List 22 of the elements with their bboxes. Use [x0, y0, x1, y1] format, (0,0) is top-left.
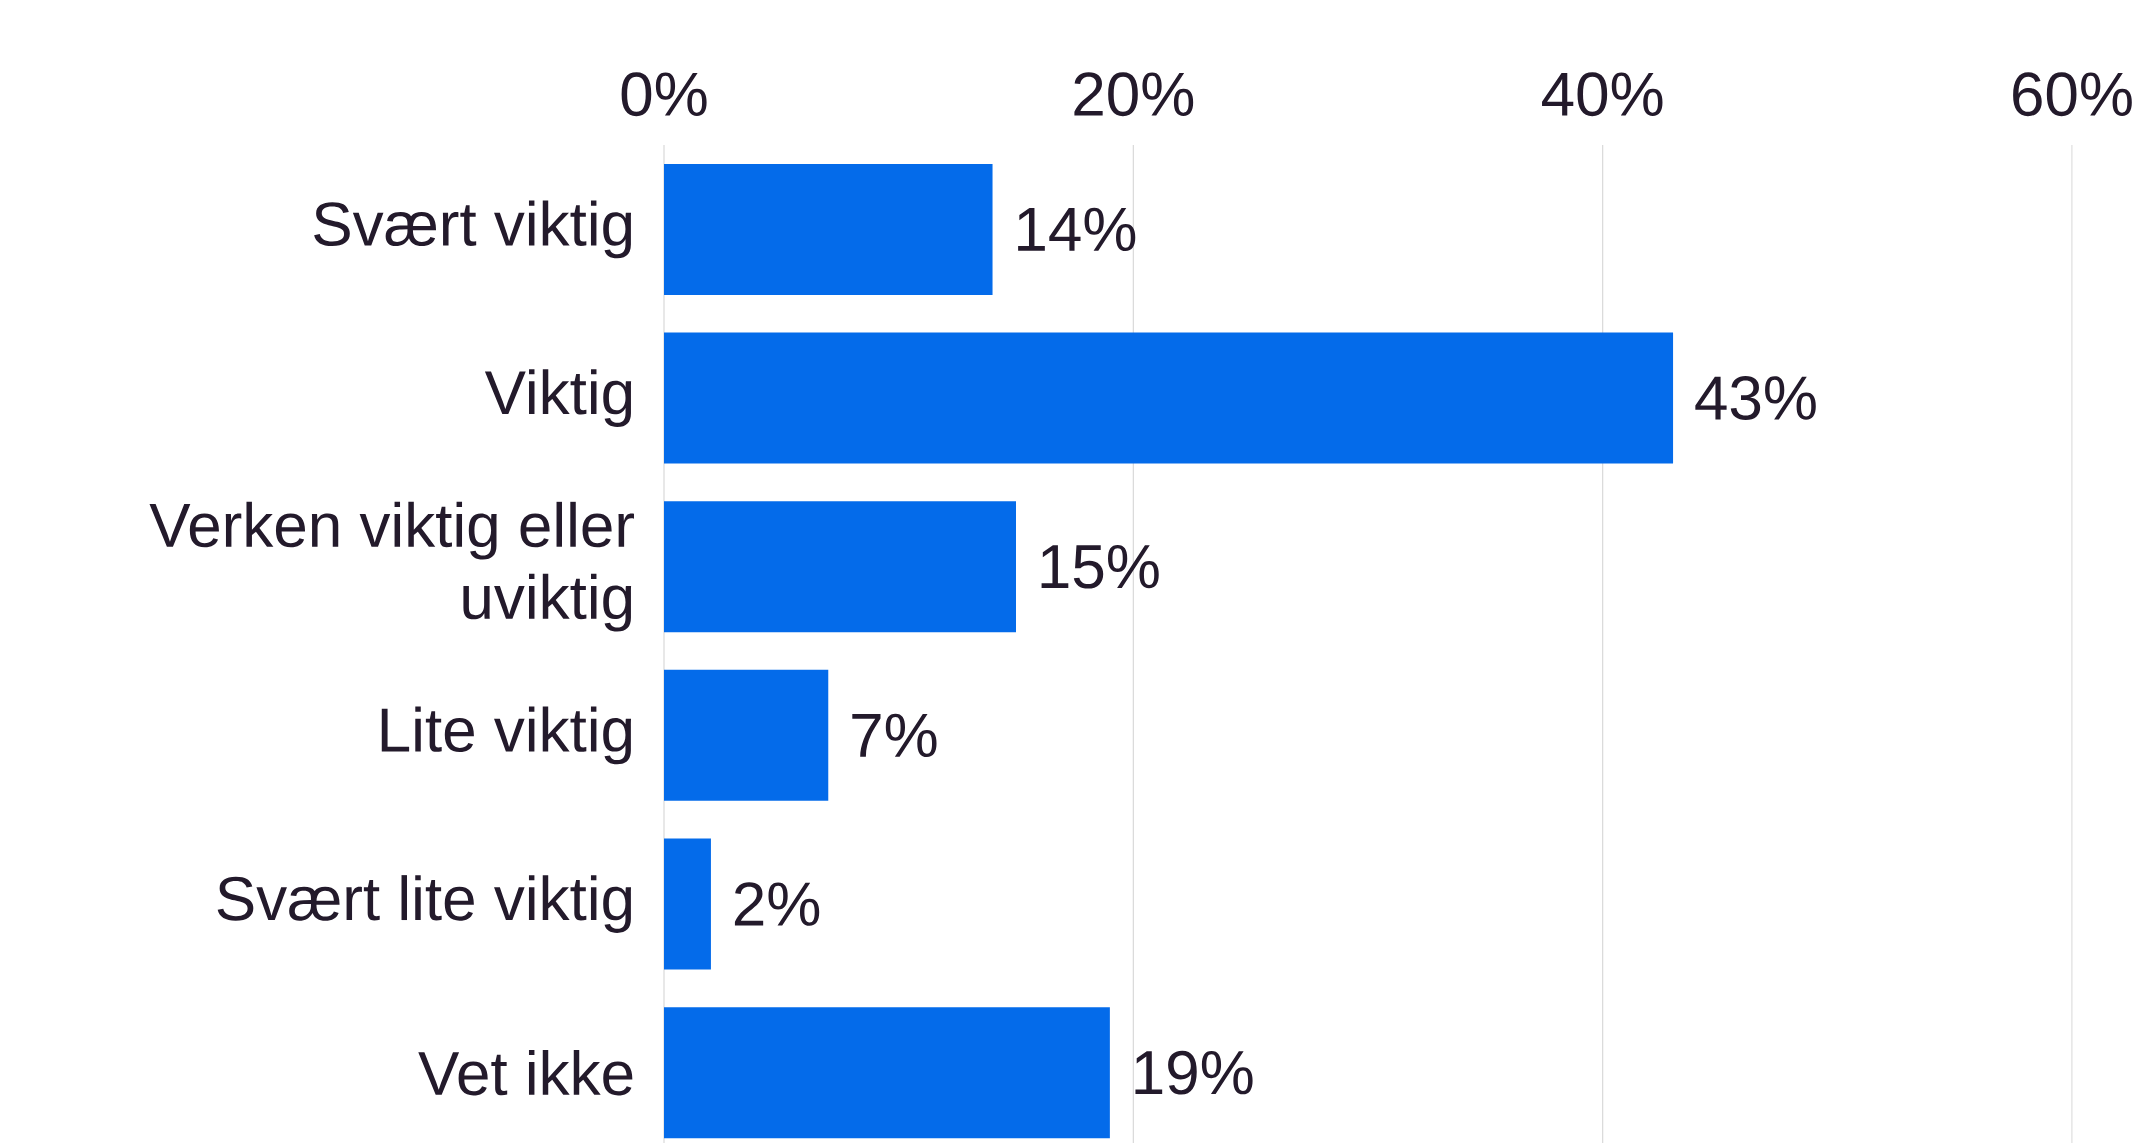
y-tick-label: Svært lite viktig	[217, 875, 632, 933]
x-tick-label: 60%	[2013, 72, 2132, 117]
data-label: 15%	[1041, 544, 1159, 589]
bar	[664, 1007, 1110, 1139]
x-tick-label: 20%	[1074, 72, 1194, 117]
y-tick-label: Svært viktig	[314, 200, 632, 259]
data-label: 7%	[852, 713, 937, 758]
x-tick-label: 40%	[1542, 72, 1663, 117]
data-label: 19%	[1135, 1050, 1253, 1095]
y-tick-label: Vet ikke	[418, 1049, 633, 1096]
bar	[664, 332, 1674, 464]
bar	[664, 838, 711, 970]
data-label: 2%	[734, 882, 820, 926]
bar	[664, 163, 993, 295]
data-label: 14%	[1018, 207, 1136, 252]
y-tick-label: Viktig	[484, 369, 632, 427]
y-tick-label: Verken viktig eller uviktig	[149, 501, 634, 632]
bar	[664, 501, 1016, 633]
data-label: 43%	[1695, 376, 1816, 420]
y-tick-label: Lite viktig	[381, 706, 632, 765]
bar	[664, 669, 829, 801]
x-tick-label: 0%	[621, 72, 707, 117]
